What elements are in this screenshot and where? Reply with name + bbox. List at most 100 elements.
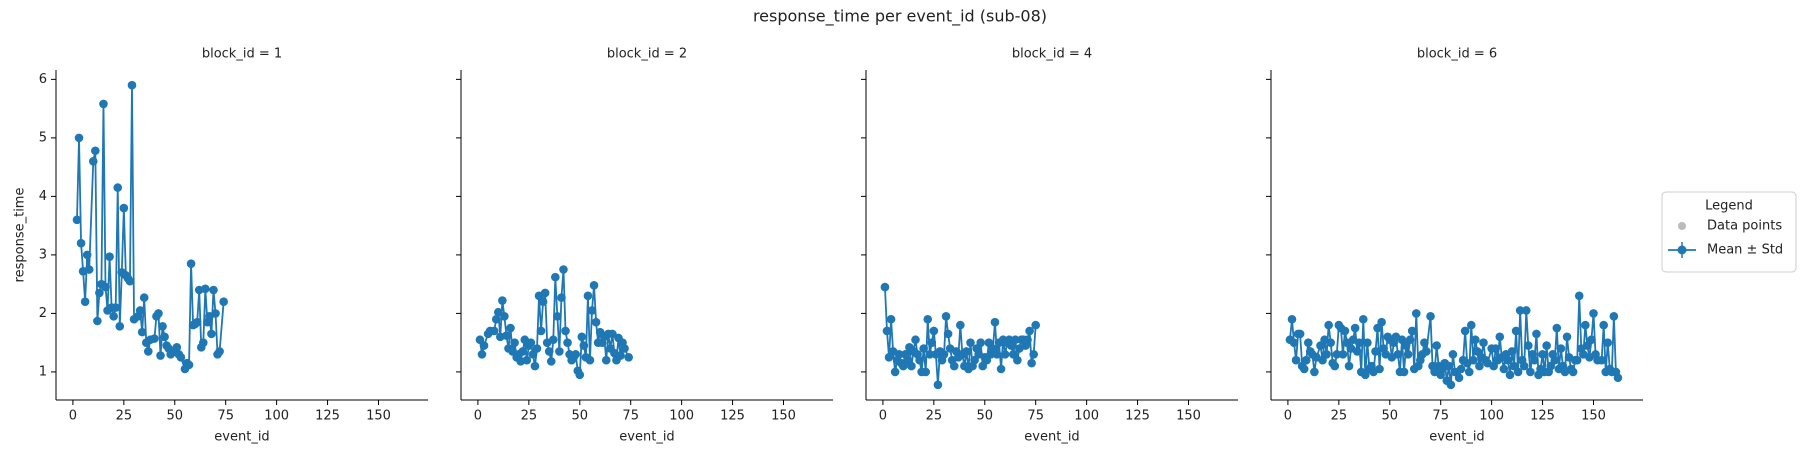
data-point: [158, 321, 167, 331]
data-point: [1599, 320, 1608, 330]
data-point: [1377, 317, 1386, 327]
y-tick-label: 4: [39, 189, 47, 204]
data-point: [1332, 350, 1342, 359]
facet-title: block_id = 1: [202, 47, 282, 62]
data-point: [150, 334, 159, 343]
x-axis-label: event_id: [1024, 430, 1079, 445]
data-point: [1524, 341, 1533, 350]
data-point: [1310, 367, 1319, 377]
data-point: [510, 338, 519, 347]
facet-title: block_id = 2: [607, 47, 687, 62]
x-tick-label: 0: [69, 409, 77, 424]
data-point: [491, 314, 501, 324]
data-point: [966, 338, 975, 347]
data-point: [1432, 341, 1441, 350]
data-point: [1303, 338, 1313, 347]
data-point: [996, 364, 1006, 374]
data-point: [99, 99, 108, 109]
data-point: [880, 282, 890, 292]
x-tick-label: 25: [521, 409, 538, 424]
x-axis-label: event_id: [619, 430, 674, 445]
data-point: [553, 312, 562, 321]
data-point: [184, 360, 194, 370]
data-point: [1013, 355, 1022, 365]
data-point: [1322, 350, 1331, 359]
data-point: [882, 326, 892, 336]
data-point: [620, 344, 629, 353]
data-point: [1454, 373, 1464, 383]
data-point: [1505, 370, 1515, 380]
data-point: [1291, 355, 1301, 365]
data-point: [1530, 355, 1539, 365]
facet: block_id = 1 1 2 3 4 5 6 0 25 50 75 100 125 150 event_…: [13, 47, 428, 445]
facet-title: block_id = 6: [1417, 47, 1497, 62]
data-point: [201, 284, 210, 294]
x-tick-label: 100: [669, 409, 694, 424]
data-point: [921, 367, 930, 377]
x-tick-label: 125: [720, 409, 745, 424]
data-point: [1289, 338, 1299, 347]
y-tick-label: 2: [39, 306, 47, 321]
data-point: [1468, 355, 1478, 365]
data-point: [137, 327, 147, 337]
y-tick-label: 1: [39, 364, 47, 379]
data-point: [1000, 350, 1010, 359]
data-point: [544, 347, 554, 356]
data-point: [1358, 314, 1368, 324]
data-point: [546, 357, 556, 366]
data-point: [1029, 350, 1038, 359]
data-point: [927, 338, 937, 347]
legend: Legend Data points Mean ± Std: [1661, 191, 1797, 273]
data-point: [1503, 355, 1513, 365]
data-point: [1526, 367, 1535, 377]
data-point: [198, 338, 208, 347]
data-point: [1507, 347, 1517, 356]
data-point: [80, 297, 90, 307]
data-point: [93, 316, 102, 326]
data-point: [127, 80, 137, 90]
legend-marker: [1678, 222, 1686, 230]
data-point: [1326, 338, 1335, 347]
data-point: [105, 252, 114, 261]
data-point: [907, 361, 916, 371]
data-point: [156, 351, 165, 360]
data-point: [209, 285, 218, 295]
data-point: [72, 215, 82, 225]
data-point: [962, 347, 971, 356]
x-tick-label: 150: [366, 409, 391, 424]
data-point: [500, 312, 509, 321]
x-tick-label: 75: [1432, 409, 1449, 424]
figure-title: response_time per event_id (sub-08): [753, 7, 1047, 27]
data-point: [1350, 323, 1360, 333]
data-point: [587, 306, 597, 315]
data-point: [1456, 364, 1466, 374]
data-point: [219, 297, 228, 307]
data-point: [579, 341, 589, 350]
data-point: [506, 323, 515, 333]
data-point: [1340, 326, 1350, 336]
data-point: [886, 314, 896, 324]
data-point: [176, 352, 186, 362]
x-tick-label: 50: [976, 409, 993, 424]
data-point: [109, 312, 118, 321]
data-point: [1403, 350, 1413, 359]
data-point: [915, 355, 924, 365]
data-point: [154, 309, 163, 318]
data-point: [172, 343, 182, 352]
data-point: [1352, 347, 1362, 356]
legend-box: [1661, 191, 1797, 273]
data-point: [1475, 361, 1484, 371]
x-tick-label: 125: [315, 409, 340, 424]
y-tick-label: 6: [39, 72, 47, 87]
data-point: [1407, 326, 1417, 336]
data-point: [536, 326, 546, 336]
data-point: [563, 338, 572, 347]
data-point: [933, 380, 943, 390]
data-point: [1295, 329, 1305, 339]
data-point: [101, 282, 110, 292]
data-point: [1363, 338, 1372, 347]
data-point: [186, 259, 196, 268]
data-point: [215, 347, 224, 356]
data-point: [941, 312, 951, 321]
